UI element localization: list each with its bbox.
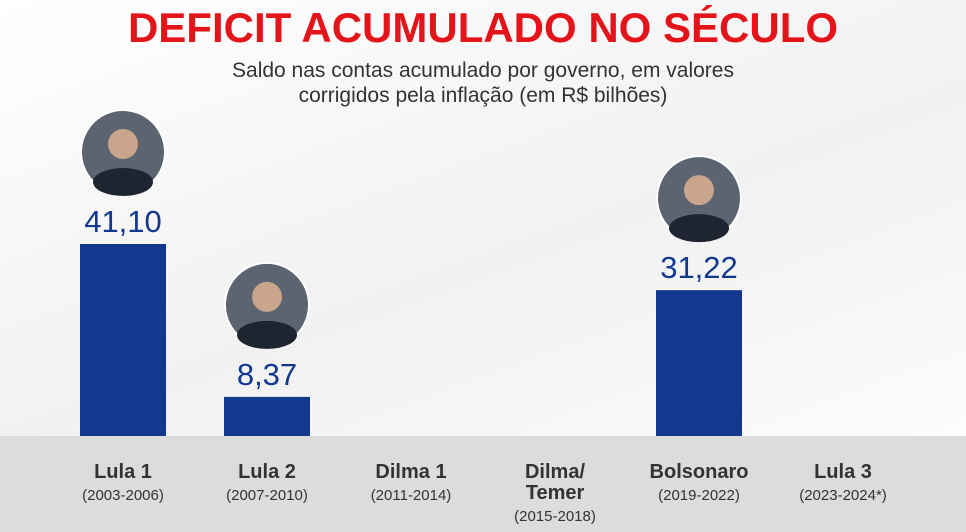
period-label: (2019-2022) [658, 487, 740, 504]
value-label: 41,10 [84, 204, 162, 239]
period-label: (2007-2010) [226, 487, 308, 504]
category-label: Lula 2 [238, 461, 296, 483]
period-label: (2003-2006) [82, 487, 164, 504]
category-label: Dilma 1 [375, 461, 447, 483]
category-label: Lula 3 [814, 461, 872, 483]
chart-subtitle: Saldo nas contas acumulado por governo, … [232, 59, 734, 107]
value-label: 8,37 [237, 357, 297, 392]
label-band [0, 436, 966, 532]
portrait-body [669, 214, 729, 243]
category-label: Lula 1 [94, 461, 152, 483]
bar [656, 290, 742, 436]
period-label: (2011-2014) [370, 487, 452, 504]
period-label: (2023-2024*) [799, 487, 887, 504]
chart-title: DEFICIT ACUMULADO NO SÉCULO [127, 4, 839, 51]
portrait-face [108, 129, 138, 159]
portrait-face [252, 281, 282, 312]
bar [224, 396, 310, 436]
portrait-body [237, 320, 297, 349]
value-label: 31,22 [660, 250, 738, 285]
portrait-face [684, 175, 714, 206]
period-label: (2015-2018) [514, 508, 596, 525]
portrait-body [93, 168, 153, 196]
bar [80, 244, 166, 436]
category-label: Bolsonaro [649, 461, 749, 483]
category-label: Dilma/ Temer [524, 461, 586, 504]
